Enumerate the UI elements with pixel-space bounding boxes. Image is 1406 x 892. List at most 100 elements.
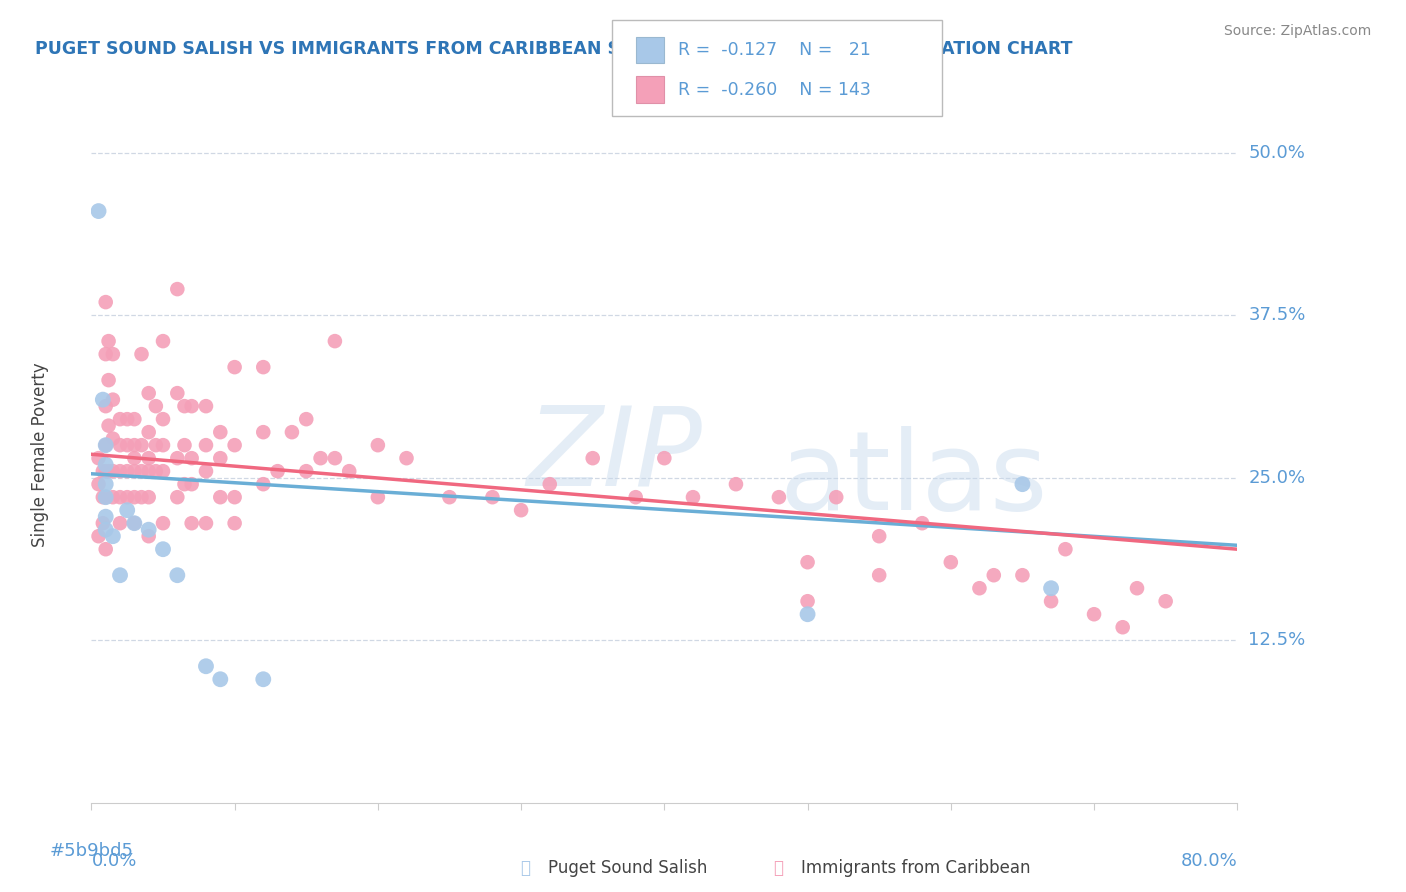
Point xyxy=(94,295,117,310)
Point xyxy=(166,568,188,582)
Point xyxy=(209,425,232,439)
Point xyxy=(115,438,138,452)
Text: ZIP: ZIP xyxy=(527,401,703,508)
Text: 25.0%: 25.0% xyxy=(1249,468,1306,487)
Point xyxy=(124,490,146,504)
Point xyxy=(224,360,246,375)
Point xyxy=(91,490,114,504)
Point xyxy=(173,477,195,491)
Point xyxy=(1011,477,1033,491)
Point xyxy=(1154,594,1177,608)
Point xyxy=(152,464,174,478)
Point xyxy=(439,490,461,504)
Point xyxy=(87,529,110,543)
Point xyxy=(108,412,131,426)
Point xyxy=(108,516,131,531)
Text: ⬛: ⬛ xyxy=(520,859,530,877)
Point xyxy=(124,412,146,426)
Point xyxy=(682,490,704,504)
Point xyxy=(166,282,188,296)
Text: 50.0%: 50.0% xyxy=(1249,144,1305,161)
Point xyxy=(101,464,124,478)
Point xyxy=(166,490,188,504)
Point xyxy=(152,438,174,452)
Point xyxy=(91,516,114,531)
Point xyxy=(94,490,117,504)
Point xyxy=(152,334,174,348)
Point xyxy=(91,464,114,478)
Point xyxy=(337,464,360,478)
Point xyxy=(209,672,232,686)
Point xyxy=(131,490,153,504)
Point xyxy=(101,347,124,361)
Point xyxy=(367,438,389,452)
Point xyxy=(252,360,274,375)
Text: Single Female Poverty: Single Female Poverty xyxy=(31,363,49,547)
Point xyxy=(252,477,274,491)
Point xyxy=(194,516,217,531)
Point xyxy=(145,438,167,452)
Point xyxy=(768,490,790,504)
Point xyxy=(323,451,346,466)
Point xyxy=(323,334,346,348)
Point xyxy=(1040,594,1063,608)
Point xyxy=(115,464,138,478)
Point xyxy=(97,418,120,433)
Text: atlas: atlas xyxy=(779,425,1047,533)
Point xyxy=(138,386,160,401)
Point xyxy=(983,568,1005,582)
Point xyxy=(94,542,117,557)
Point xyxy=(138,523,160,537)
Point xyxy=(124,516,146,531)
Point xyxy=(724,477,747,491)
Point xyxy=(131,347,153,361)
Point xyxy=(91,392,114,407)
Text: #5b9bd5: #5b9bd5 xyxy=(49,842,134,860)
Point xyxy=(796,555,818,569)
Point xyxy=(101,529,124,543)
Text: Immigrants from Caribbean: Immigrants from Caribbean xyxy=(801,859,1031,877)
Point xyxy=(97,373,120,387)
Point xyxy=(124,451,146,466)
Text: Puget Sound Salish: Puget Sound Salish xyxy=(548,859,707,877)
Point xyxy=(97,334,120,348)
Point xyxy=(108,464,131,478)
Point xyxy=(224,490,246,504)
Point xyxy=(124,464,146,478)
Point xyxy=(295,464,318,478)
Point xyxy=(152,412,174,426)
Point xyxy=(94,347,117,361)
Point xyxy=(115,490,138,504)
Text: Source: ZipAtlas.com: Source: ZipAtlas.com xyxy=(1223,24,1371,38)
Point xyxy=(180,516,202,531)
Point xyxy=(180,477,202,491)
Point xyxy=(94,490,117,504)
Point xyxy=(194,464,217,478)
Point xyxy=(87,204,110,219)
Point xyxy=(252,425,274,439)
Point xyxy=(138,490,160,504)
Point xyxy=(166,451,188,466)
Point xyxy=(145,464,167,478)
Point xyxy=(87,451,110,466)
Point xyxy=(1111,620,1133,634)
Point xyxy=(94,509,117,524)
Point xyxy=(180,399,202,413)
Point xyxy=(94,438,117,452)
Point xyxy=(652,451,675,466)
Text: PUGET SOUND SALISH VS IMMIGRANTS FROM CARIBBEAN SINGLE FEMALE POVERTY CORRELATIO: PUGET SOUND SALISH VS IMMIGRANTS FROM CA… xyxy=(35,40,1073,58)
Point xyxy=(538,477,561,491)
Point xyxy=(145,399,167,413)
Point xyxy=(367,490,389,504)
Point xyxy=(224,438,246,452)
Point xyxy=(868,529,890,543)
Point xyxy=(194,438,217,452)
Point xyxy=(94,464,117,478)
Point xyxy=(115,412,138,426)
Point xyxy=(1054,542,1077,557)
Point xyxy=(582,451,605,466)
Point xyxy=(173,399,195,413)
Text: R =  -0.260    N = 143: R = -0.260 N = 143 xyxy=(678,80,870,99)
Point xyxy=(131,464,153,478)
Point xyxy=(1126,581,1149,595)
